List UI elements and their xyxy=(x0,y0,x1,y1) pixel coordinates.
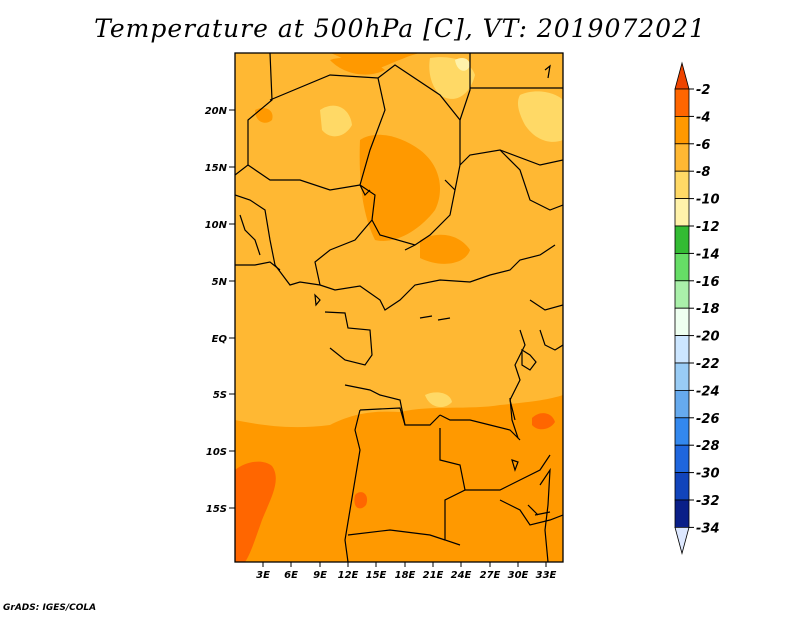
colorbar-label: -28 xyxy=(696,439,720,454)
field-angola-patch xyxy=(354,492,368,509)
lat-label: 15S xyxy=(206,504,227,515)
colorbar-top-arrow xyxy=(674,61,690,90)
lon-label: 30E xyxy=(508,570,529,581)
colorbar-segment xyxy=(674,143,690,172)
colorbar-label: -22 xyxy=(696,357,720,372)
colorbar-label: -4 xyxy=(696,110,710,125)
lat-label: 15N xyxy=(205,163,228,174)
lon-axis: 3E 6E 9E 12E 15E 18E 21E 24E 27E 30E 33E xyxy=(256,562,557,581)
country-borders xyxy=(235,53,563,562)
field-niger-8-10 xyxy=(320,105,352,137)
field-chad-4-6 xyxy=(359,134,440,241)
colorbar-segment xyxy=(674,335,690,364)
colorbar-segment xyxy=(674,88,690,117)
lon-label: 33E xyxy=(536,570,557,581)
colorbar-segment xyxy=(674,362,690,391)
field-libya-patch xyxy=(330,57,385,75)
colorbar-label: -14 xyxy=(696,247,720,262)
footer-credit: GrADS: IGES/COLA xyxy=(3,603,97,613)
colorbar-segment xyxy=(674,198,690,227)
colorbar-label: -30 xyxy=(696,467,720,482)
field-congo-patch xyxy=(425,392,452,408)
colorbar-label: -26 xyxy=(696,412,720,427)
colorbar-segment xyxy=(674,307,690,337)
lon-label: 6E xyxy=(284,570,298,581)
colorbar-label: -12 xyxy=(696,220,720,235)
colorbar-segment xyxy=(674,499,690,528)
colorbar: -2 -4 -6 -8 -10 -12 -14 -16 -18 -20 -22 -24 -26 -28 -3… xyxy=(674,61,720,555)
colorbar-segment xyxy=(674,417,690,446)
lat-label: 10N xyxy=(205,220,228,231)
field-west-patch xyxy=(255,108,273,123)
colorbar-segment xyxy=(674,389,690,419)
colorbar-label: -24 xyxy=(696,384,720,399)
lon-label: 15E xyxy=(366,570,387,581)
colorbar-label: -10 xyxy=(696,193,720,208)
map-frame xyxy=(234,52,564,563)
lon-label: 12E xyxy=(338,570,359,581)
temperature-field xyxy=(235,53,563,562)
field-car-4-6 xyxy=(420,234,470,264)
colorbar-label: -32 xyxy=(696,494,720,509)
field-egypt-8-10 xyxy=(517,91,563,142)
lat-label: EQ xyxy=(212,334,228,345)
colorbar-bottom-arrow xyxy=(674,527,690,555)
lat-label: 5N xyxy=(212,277,228,288)
lat-label: 10S xyxy=(206,447,227,458)
colorbar-label: -6 xyxy=(696,138,710,153)
lakes xyxy=(314,293,539,516)
map-title: Temperature at 500hPa [C], VT: 201907202… xyxy=(94,14,706,43)
colorbar-label: -16 xyxy=(696,275,720,290)
colorbar-segment xyxy=(674,116,690,145)
colorbar-segment xyxy=(674,280,690,309)
colorbar-segment xyxy=(674,252,690,282)
colorbar-segment xyxy=(674,170,690,199)
lon-label: 24E xyxy=(451,570,472,581)
colorbar-label: -18 xyxy=(696,302,720,317)
lat-label: 5S xyxy=(213,390,227,401)
colorbar-label: -20 xyxy=(696,330,720,345)
lat-axis: 20N 15N 10N 5N EQ 5S 10S 15S xyxy=(205,106,235,515)
colorbar-label: -2 xyxy=(696,83,710,98)
lon-label: 27E xyxy=(480,570,501,581)
field-ne-10-12 xyxy=(455,58,470,71)
field-south-4-6 xyxy=(235,395,563,562)
colorbar-label: -34 xyxy=(696,521,720,536)
lon-label: 9E xyxy=(313,570,327,581)
colorbar-label: -8 xyxy=(696,165,710,180)
lon-label: 18E xyxy=(395,570,416,581)
field-sw-2-4 xyxy=(235,461,276,562)
lat-label: 20N xyxy=(205,106,228,117)
colorbar-segment xyxy=(674,225,690,254)
colorbar-segment xyxy=(674,444,690,474)
field-east-patch xyxy=(532,413,555,430)
lon-label: 3E xyxy=(256,570,270,581)
colorbar-segment xyxy=(674,472,690,501)
lon-label: 21E xyxy=(423,570,444,581)
